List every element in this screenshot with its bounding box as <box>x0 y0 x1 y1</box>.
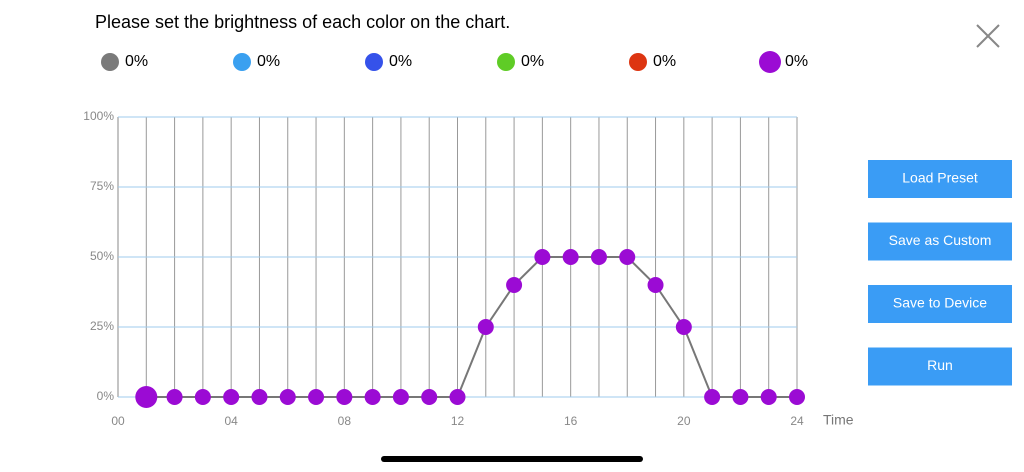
data-point[interactable] <box>223 389 240 405</box>
legend-swatch <box>101 53 119 71</box>
button-label: Save to Device <box>893 295 987 311</box>
y-tick-label: 50% <box>90 249 114 263</box>
data-point[interactable] <box>477 319 494 335</box>
x-tick-label: 12 <box>451 414 465 428</box>
legend-item[interactable]: 0% <box>233 53 280 71</box>
button[interactable]: Save as Custom <box>868 222 1012 261</box>
x-tick-label: 24 <box>790 414 804 428</box>
data-point[interactable] <box>135 386 158 408</box>
button-bg <box>868 285 1012 323</box>
y-tick-label: 0% <box>97 389 115 403</box>
data-point[interactable] <box>364 389 381 405</box>
legend-value: 0% <box>521 53 544 70</box>
data-point[interactable] <box>279 389 296 405</box>
legend-swatch <box>365 53 383 71</box>
data-point[interactable] <box>251 389 268 405</box>
data-point[interactable] <box>619 249 636 265</box>
home-indicator <box>381 456 643 462</box>
legend-item[interactable]: 0% <box>497 53 544 71</box>
data-point[interactable] <box>308 389 325 405</box>
data-point[interactable] <box>421 389 438 405</box>
x-tick-label: 16 <box>564 414 578 428</box>
legend-value: 0% <box>785 53 808 70</box>
button-label: Run <box>927 357 953 373</box>
y-tick-label: 100% <box>83 109 114 123</box>
data-point[interactable] <box>590 249 607 265</box>
data-point[interactable] <box>194 389 211 405</box>
y-tick-label: 75% <box>90 179 114 193</box>
legend-item[interactable]: 0% <box>629 53 676 71</box>
data-point[interactable] <box>789 389 805 405</box>
button[interactable]: Save to Device <box>868 285 1012 323</box>
button[interactable]: Run <box>868 347 1012 386</box>
legend-value: 0% <box>125 53 148 70</box>
button-bg <box>868 222 1012 261</box>
legend-value: 0% <box>257 53 280 70</box>
legend-swatch <box>629 53 647 71</box>
close-button[interactable] <box>976 24 1000 48</box>
data-point[interactable] <box>392 389 409 405</box>
button[interactable]: Load Preset <box>868 160 1012 198</box>
x-tick-label: 20 <box>677 414 691 428</box>
button-label: Save as Custom <box>889 232 992 248</box>
x-tick-label: 08 <box>338 414 352 428</box>
data-point[interactable] <box>647 277 664 293</box>
data-point[interactable] <box>732 389 749 405</box>
data-point[interactable] <box>760 389 777 405</box>
data-point[interactable] <box>449 389 466 405</box>
data-point[interactable] <box>166 389 183 405</box>
x-tick-label: 04 <box>224 414 238 428</box>
button-bg <box>868 160 1012 198</box>
button-label: Load Preset <box>902 170 978 186</box>
data-point[interactable] <box>336 389 353 405</box>
data-point[interactable] <box>534 249 551 265</box>
legend-item[interactable]: 0% <box>365 53 412 71</box>
legend-item[interactable]: 0% <box>101 53 148 71</box>
title: Please set the brightness of each color … <box>95 12 510 32</box>
data-point[interactable] <box>506 277 523 293</box>
x-axis-label: Time <box>823 412 854 428</box>
legend-value: 0% <box>389 53 412 70</box>
close-icon <box>976 24 1000 48</box>
legend-swatch <box>497 53 515 71</box>
legend-value: 0% <box>653 53 676 70</box>
data-point[interactable] <box>704 389 721 405</box>
legend-item[interactable]: 0% <box>759 51 808 73</box>
x-tick-label: 00 <box>111 414 125 428</box>
data-point[interactable] <box>562 249 579 265</box>
y-tick-label: 25% <box>90 319 114 333</box>
button-bg <box>868 347 1012 386</box>
legend-swatch <box>759 51 781 73</box>
data-point[interactable] <box>675 319 692 335</box>
legend-swatch <box>233 53 251 71</box>
